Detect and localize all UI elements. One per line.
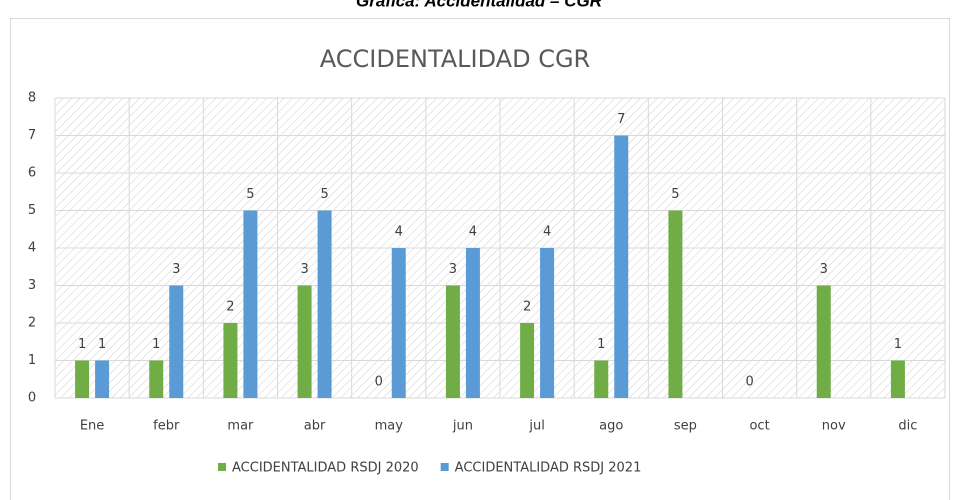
bar <box>243 210 258 398</box>
bar <box>75 360 90 398</box>
data-label: 2 <box>226 300 234 315</box>
x-tick-label: febr <box>153 419 180 434</box>
data-label: 4 <box>395 225 403 240</box>
data-label: 1 <box>597 337 605 352</box>
x-tick-label: Ene <box>80 419 104 434</box>
bar <box>614 135 629 398</box>
y-tick-label: 6 <box>28 166 36 181</box>
x-tick-label: sep <box>674 419 697 434</box>
data-label: 3 <box>449 262 457 277</box>
x-tick-label: jun <box>452 419 473 434</box>
bar <box>465 248 480 398</box>
y-tick-label: 7 <box>28 128 36 143</box>
data-label: 2 <box>523 300 531 315</box>
y-tick-label: 3 <box>28 278 36 293</box>
data-label: 3 <box>300 262 308 277</box>
bar <box>297 285 312 398</box>
data-label: 5 <box>246 187 254 202</box>
data-label: 4 <box>469 225 477 240</box>
y-tick-label: 5 <box>28 203 36 218</box>
x-tick-label: mar <box>227 419 254 434</box>
data-label: 1 <box>894 337 902 352</box>
bar <box>391 248 406 398</box>
data-label: 3 <box>172 262 180 277</box>
legend-label: ACCIDENTALIDAD RSDJ 2020 <box>232 461 419 476</box>
bar <box>223 323 238 398</box>
bar <box>816 285 831 398</box>
data-label: 5 <box>320 187 328 202</box>
legend-swatch <box>440 463 449 471</box>
data-label: 4 <box>543 225 551 240</box>
x-tick-label: abr <box>304 419 326 434</box>
y-tick-label: 1 <box>28 353 36 368</box>
y-tick-label: 2 <box>28 316 36 331</box>
x-tick-label: may <box>375 419 404 434</box>
data-label: 1 <box>98 337 106 352</box>
data-label: 1 <box>152 337 160 352</box>
x-tick-label: oct <box>749 419 769 434</box>
x-tick-label: ago <box>599 419 623 434</box>
bar <box>169 285 184 398</box>
bar <box>149 360 164 398</box>
data-label: 5 <box>671 187 679 202</box>
data-label: 7 <box>617 112 625 127</box>
bar <box>95 360 110 398</box>
x-tick-label: dic <box>898 419 917 434</box>
bar <box>520 323 535 398</box>
data-label: 3 <box>820 262 828 277</box>
data-label: 0 <box>745 375 753 390</box>
bar <box>890 360 905 398</box>
x-tick-label: jul <box>528 419 544 434</box>
data-label: 1 <box>78 337 86 352</box>
bar <box>317 210 332 398</box>
chart-title: ACCIDENTALIDAD CGR <box>320 45 590 73</box>
legend-swatch <box>218 463 226 471</box>
data-label: 0 <box>375 375 383 390</box>
legend-label: ACCIDENTALIDAD RSDJ 2021 <box>455 461 642 476</box>
bar <box>668 210 683 398</box>
bar <box>445 285 460 398</box>
page-title: Gráfica: Accidentalidad – CGR <box>356 0 603 10</box>
bar <box>594 360 609 398</box>
x-tick-label: nov <box>822 419 846 434</box>
y-tick-label: 4 <box>28 241 36 256</box>
y-tick-label: 8 <box>28 91 36 106</box>
y-tick-label: 0 <box>28 391 36 406</box>
bar <box>540 248 555 398</box>
